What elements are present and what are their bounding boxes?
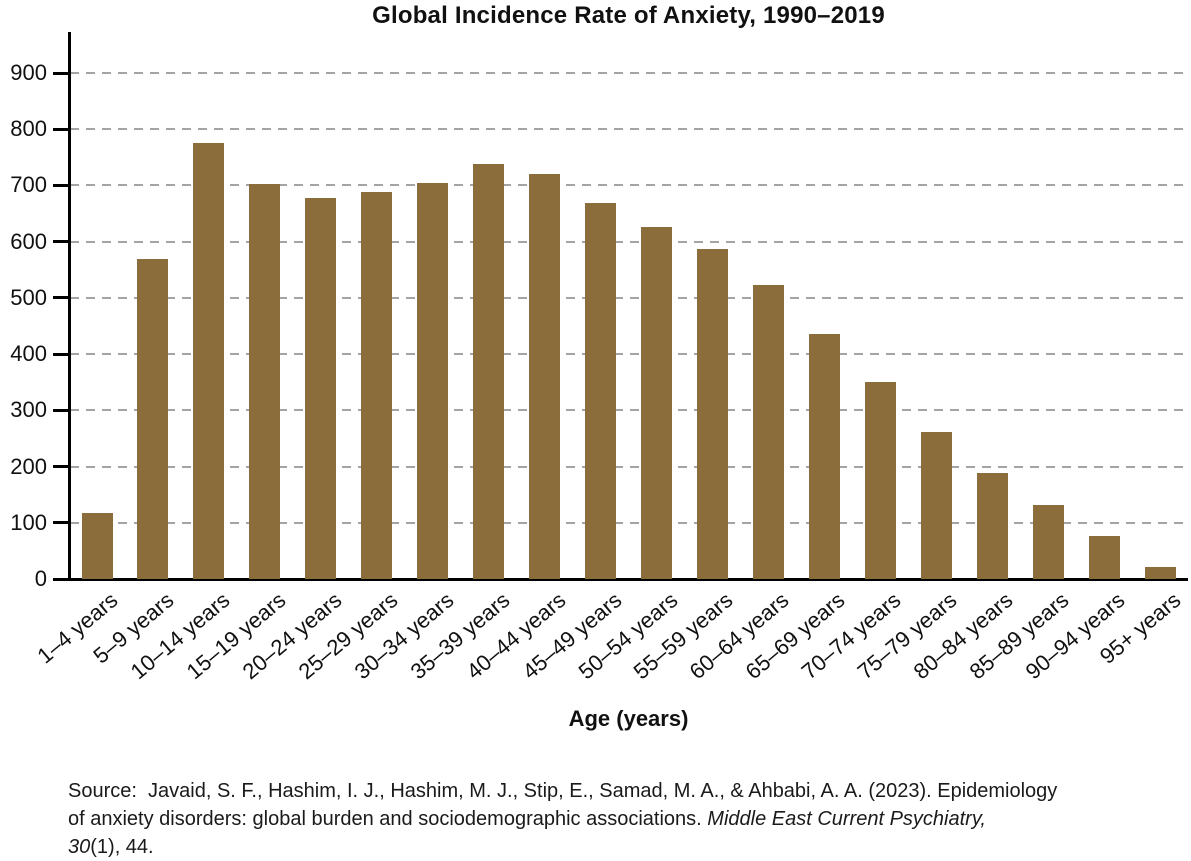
y-tick-label-600: 600 (10, 228, 47, 254)
bar (81, 513, 113, 579)
y-tick-label-400: 400 (10, 341, 47, 367)
y-tick-label-700: 700 (10, 172, 47, 198)
y-tick-300 (53, 408, 70, 412)
bar (585, 203, 617, 579)
bar (137, 258, 169, 579)
y-tick-label-900: 900 (10, 60, 47, 86)
bar (193, 143, 225, 579)
bar (305, 197, 337, 579)
y-tick-label-500: 500 (10, 284, 47, 310)
gridline-100 (70, 521, 1186, 524)
y-tick-200 (53, 465, 70, 469)
y-tick-500 (53, 296, 70, 300)
source-line-3: 30(1), 44. (68, 833, 1148, 861)
bar (920, 431, 952, 579)
y-tick-label-100: 100 (10, 509, 47, 535)
bar (641, 227, 672, 579)
gridline-200 (70, 465, 1186, 468)
bar (808, 333, 840, 579)
bar (976, 473, 1008, 579)
gridline-900 (70, 72, 1186, 75)
gridline-800 (70, 128, 1186, 131)
y-tick-700 (53, 183, 70, 187)
source-citation: Source: Javaid, S. F., Hashim, I. J., Ha… (68, 777, 1148, 861)
source-volume: 30 (68, 836, 91, 858)
gridline-500 (70, 296, 1186, 299)
y-tick-label-800: 800 (10, 116, 47, 142)
source-line-2-regular: of anxiety disorders: global burden and … (68, 808, 708, 830)
bar (361, 192, 393, 579)
gridline-300 (70, 409, 1186, 412)
bar (696, 248, 728, 579)
chart-title: Global Incidence Rate of Anxiety, 1990–2… (372, 2, 885, 29)
bar (752, 284, 784, 579)
y-tick-label-300: 300 (10, 397, 47, 423)
y-axis-line (68, 32, 71, 581)
source-line-1: Source: Javaid, S. F., Hashim, I. J., Ha… (68, 780, 1058, 802)
y-tick-400 (53, 352, 70, 356)
y-tick-label-200: 200 (10, 453, 47, 479)
y-tick-600 (53, 240, 70, 244)
y-tick-100 (53, 521, 70, 525)
y-tick-900 (53, 71, 70, 75)
source-line-3-regular: (1), 44. (90, 836, 154, 858)
y-tick-label-0: 0 (34, 566, 47, 591)
x-axis-line (53, 578, 1188, 581)
bar (1144, 566, 1176, 579)
y-tick-800 (53, 127, 70, 131)
bar (864, 382, 896, 579)
gridline-600 (70, 240, 1186, 243)
gridline-700 (70, 184, 1186, 187)
gridline-400 (70, 353, 1186, 356)
bar (249, 184, 281, 579)
x-axis-title: Age (years) (568, 706, 689, 731)
bar (1032, 504, 1064, 579)
bar (1088, 535, 1120, 579)
bar (473, 164, 505, 579)
source-line-2: of anxiety disorders: global burden and … (68, 805, 1148, 833)
source-journal-name: Middle East Current Psychiatry, (707, 808, 986, 830)
bar (529, 174, 561, 579)
bar (417, 182, 449, 579)
